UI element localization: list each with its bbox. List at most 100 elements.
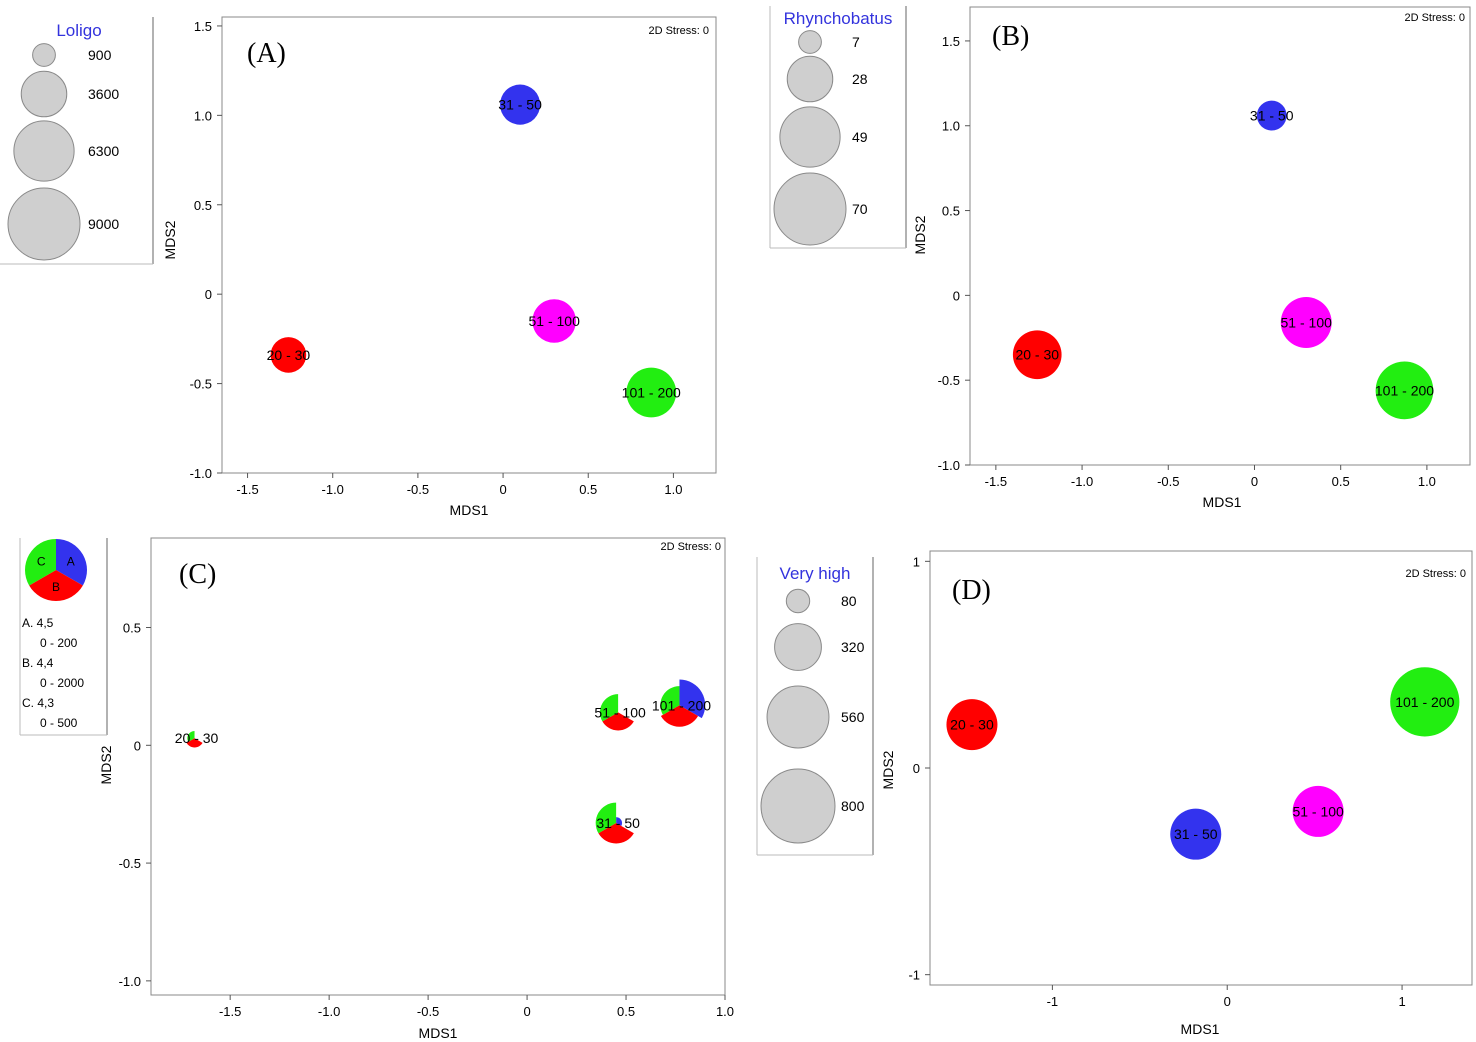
- y-tick-label: 1.0: [942, 119, 960, 134]
- point-label: 20 - 30: [175, 730, 219, 746]
- pie-legend: ABC A. 4,5 0 - 200 B. 4,4 0 - 2000 C. 4,3 0 - …: [19, 538, 108, 736]
- y-tick-label: 1.5: [194, 19, 212, 34]
- point-label: 51 - 100: [528, 313, 580, 329]
- y-tick-label: 0.5: [194, 198, 212, 213]
- x-tick-label: 0.5: [579, 482, 597, 497]
- x-tick-label: -1.0: [318, 1004, 340, 1019]
- x-tick-label: -1.5: [236, 482, 258, 497]
- point-label: 20 - 30: [950, 717, 994, 733]
- legend-bubble: [798, 30, 822, 54]
- legend-value: 7: [852, 34, 860, 50]
- y-tick-label: -0.5: [938, 373, 960, 388]
- x-axis-label: MDS1: [419, 1025, 458, 1041]
- pie-sector: [660, 705, 699, 727]
- pie-sector: [660, 686, 680, 715]
- point-label: 31 - 50: [596, 815, 640, 831]
- point-label: 51 - 100: [1292, 803, 1344, 819]
- panel-a: -1.5 -1.0 -0.5 0 0.5 1.0 -1.0 -0.5 0 0.5 1.0 1.5 MDS…: [0, 16, 717, 518]
- pie-sector: [599, 694, 619, 722]
- x-tick-label: -0.5: [1157, 474, 1179, 489]
- data-point: [500, 84, 541, 125]
- legend-value: 80: [841, 593, 857, 609]
- legend-bubble: [20, 70, 68, 118]
- y-tick-label: -1.0: [938, 458, 960, 473]
- legend-bubble: [773, 172, 847, 246]
- data-point: [1390, 667, 1460, 737]
- x-tick-label: 0.5: [1332, 474, 1350, 489]
- data-point: [1170, 808, 1222, 860]
- y-tick-label: 1.0: [194, 108, 212, 123]
- point-label: 101 - 200: [652, 697, 711, 713]
- panel-label: (B): [992, 21, 1029, 52]
- data-point: [626, 367, 677, 418]
- panel-label: (C): [179, 559, 216, 590]
- panel-b: -1.5 -1.0 -0.5 0 0.5 1.0 -1.0 -0.5 0 0.5 1.0 1.5 MDS…: [769, 6, 1471, 510]
- y-tick-label: 0: [953, 288, 960, 303]
- legend-sector-key: B: [52, 580, 60, 594]
- x-axis-label: MDS1: [1203, 494, 1242, 510]
- x-tick-label: -1.0: [322, 482, 344, 497]
- y-tick-label: -1: [908, 968, 920, 983]
- pie-sector: [616, 817, 623, 827]
- data-point: [1280, 297, 1332, 348]
- panel-label: (A): [247, 38, 286, 69]
- legend-value: 9000: [88, 216, 119, 232]
- legend-value: 900: [88, 47, 112, 63]
- y-axis-label: MDS2: [98, 745, 114, 784]
- legend-value: 49: [852, 129, 868, 145]
- legend-sector: [56, 539, 87, 586]
- legend-value: 28: [852, 71, 868, 87]
- y-tick-label: -1.0: [190, 466, 212, 481]
- stress-label: 2D Stress: 0: [648, 25, 709, 37]
- y-tick-label: 1: [913, 554, 920, 569]
- x-tick-label: -1.0: [1071, 474, 1093, 489]
- y-axis-label: MDS2: [880, 750, 896, 789]
- data-point: [1292, 785, 1344, 837]
- legend-bubble: [13, 120, 75, 182]
- data-point: [1375, 361, 1434, 420]
- size-legend: Loligo 900 3600 6300 9000: [0, 17, 154, 265]
- y-tick-label: -1.0: [119, 974, 141, 989]
- legend-entry-range: 0 - 2000: [40, 676, 84, 690]
- legend-bubble: [786, 55, 834, 103]
- x-tick-label: 0: [1251, 474, 1258, 489]
- y-tick-label: -0.5: [119, 856, 141, 871]
- legend-bubble: [766, 685, 830, 749]
- y-tick-label: 0: [913, 761, 920, 776]
- legend-entry-name: C. 4,3: [22, 696, 54, 710]
- x-tick-label: -1.5: [985, 474, 1007, 489]
- y-tick-label: 0: [134, 738, 141, 753]
- data-point: [1256, 100, 1287, 131]
- legend-sector-key: C: [37, 554, 46, 568]
- legend-bubble: [785, 588, 811, 614]
- legend-title: Rhynchobatus: [784, 9, 893, 28]
- legend-sector: [24, 539, 56, 586]
- data-point: [532, 299, 576, 343]
- x-tick-label: -0.5: [407, 482, 429, 497]
- data-point: [270, 337, 307, 373]
- point-label: 31 - 50: [1174, 826, 1218, 842]
- legend-title: Very high: [780, 564, 851, 583]
- x-tick-label: 1.0: [1418, 474, 1436, 489]
- legend-bubble: [760, 768, 836, 844]
- x-tick-label: 0: [523, 1004, 530, 1019]
- data-point: [946, 699, 998, 751]
- legend-entry-range: 0 - 200: [40, 636, 78, 650]
- legend-value: 800: [841, 798, 865, 814]
- legend-entry-name: A. 4,5: [22, 616, 54, 630]
- legend-bubble: [32, 43, 56, 67]
- point-label: 31 - 50: [1250, 108, 1294, 124]
- point-label: 31 - 50: [498, 97, 542, 113]
- legend-title: Loligo: [56, 21, 101, 40]
- legend-sector: [29, 570, 83, 601]
- legend-bubble: [774, 623, 822, 671]
- panel-label: (D): [952, 575, 991, 606]
- legend-value: 70: [852, 201, 868, 217]
- legend-entry-range: 0 - 500: [40, 716, 78, 730]
- x-tick-label: 0: [499, 482, 506, 497]
- y-tick-label: 0.5: [123, 621, 141, 636]
- point-label: 51 - 100: [594, 704, 646, 720]
- x-tick-label: -1: [1047, 994, 1059, 1009]
- data-point: [1012, 330, 1062, 380]
